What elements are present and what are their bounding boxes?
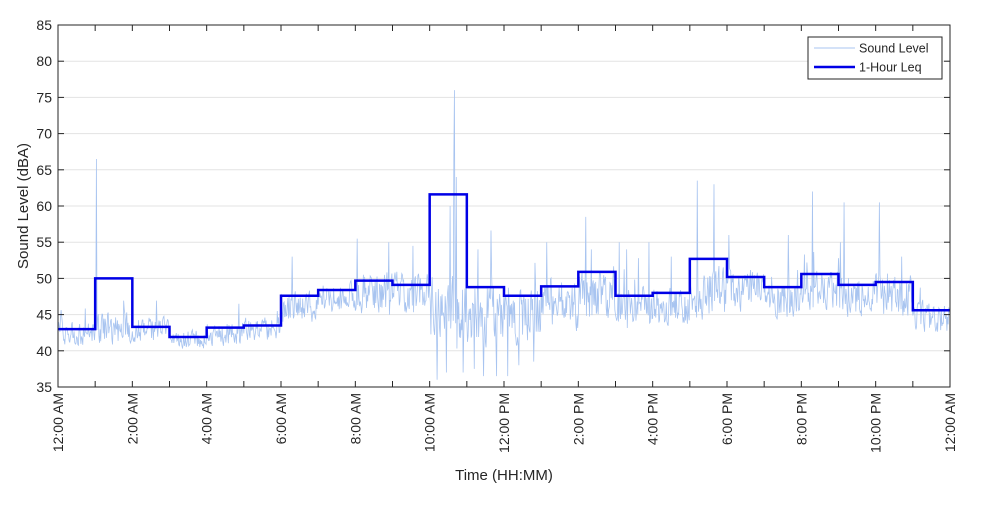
y-axis-ticks: 35 40 45 50 55 60 65 70 75 80 85 [36,17,950,395]
y-tick-label: 40 [36,343,52,359]
grid-lines [58,60,950,352]
x-tick-label: 8:00 PM [793,393,809,445]
x-tick-label: 12:00 AM [50,393,66,452]
y-tick-label: 35 [36,379,52,395]
x-axis-ticks: 12:00 AM 2:00 AM 4:00 AM 6:00 AM 8:00 AM 10:0… [50,25,958,453]
y-tick-label: 55 [36,234,52,250]
y-tick-label: 50 [36,270,52,286]
y-axis-label: Sound Level (dBA) [15,143,32,269]
x-tick-label: 8:00 AM [347,393,363,444]
x-tick-label: 2:00 PM [570,393,586,445]
x-tick-label: 6:00 AM [273,393,289,444]
legend: Sound Level 1-Hour Leq [807,36,943,80]
legend-label-sound-level: Sound Level [859,42,929,56]
x-tick-label: 10:00 PM [868,393,884,453]
y-tick-label: 70 [36,126,52,142]
x-tick-label: 12:00 AM [942,393,958,452]
x-tick-label: 6:00 PM [719,393,735,445]
x-axis-label: Time (HH:MM) [455,467,553,484]
x-tick-label: 2:00 AM [124,393,140,444]
x-tick-label: 4:00 AM [199,393,215,444]
y-tick-label: 60 [36,198,52,214]
y-tick-label: 75 [36,89,52,105]
x-tick-label: 10:00 AM [422,393,438,452]
leq-line [58,193,950,339]
legend-box [807,36,943,80]
x-tick-label: 4:00 PM [645,393,661,445]
y-tick-label: 45 [36,307,52,323]
leq-layer [58,193,950,339]
y-tick-label: 80 [36,53,52,69]
legend-label-leq: 1-Hour Leq [859,61,922,75]
y-tick-label: 65 [36,162,52,178]
y-tick-label: 85 [36,17,52,33]
x-tick-label: 12:00 PM [496,393,512,453]
